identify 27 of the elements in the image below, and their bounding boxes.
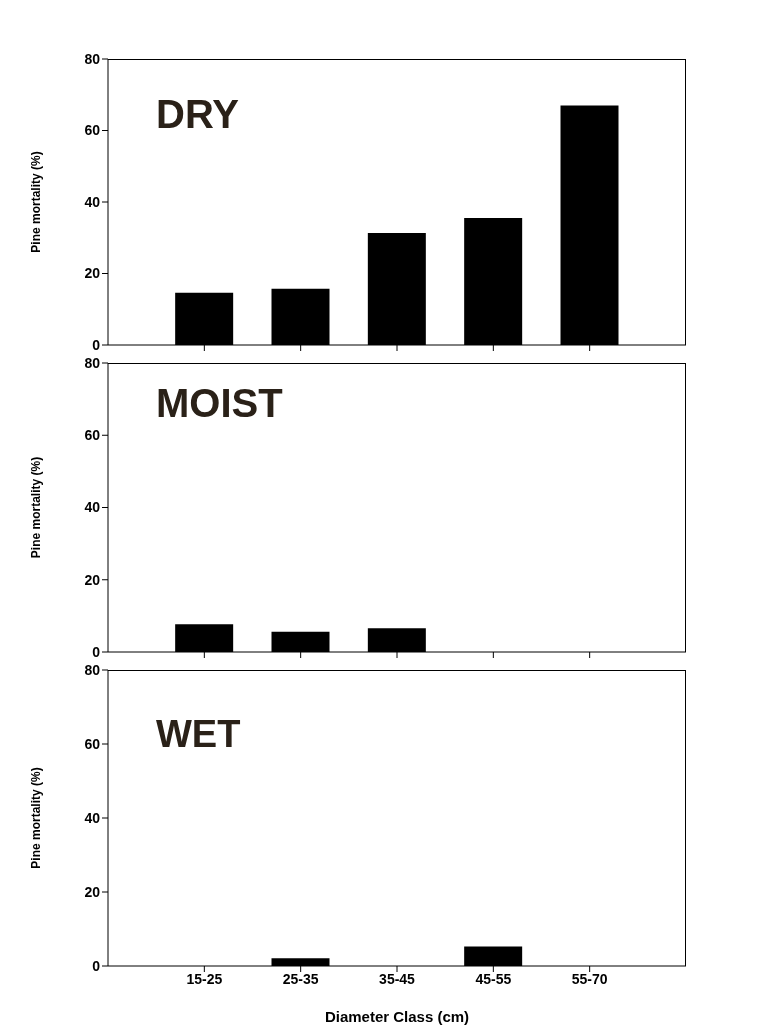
chart-title: MOIST bbox=[156, 381, 283, 425]
y-tick-label: 0 bbox=[92, 957, 101, 974]
x-tick-label: 55-70 bbox=[571, 970, 608, 987]
x-tick-label: 25-35 bbox=[282, 970, 319, 987]
y-tick-label: 60 bbox=[84, 122, 101, 139]
x-tick-label: 45-55 bbox=[475, 970, 512, 987]
y-axis-title: Pine mortality (%) bbox=[29, 151, 44, 253]
y-tick-label: 20 bbox=[84, 571, 101, 588]
y-tick-label: 80 bbox=[84, 661, 101, 678]
y-axis-title: Pine mortality (%) bbox=[29, 456, 44, 559]
x-axis-title: Diameter Class (cm) bbox=[324, 1008, 470, 1025]
x-tick-label: 35-45 bbox=[379, 970, 416, 987]
y-tick-label: 20 bbox=[84, 883, 101, 900]
y-tick-label: 80 bbox=[84, 354, 101, 371]
text: DRY bbox=[156, 92, 239, 136]
y-tick-label: 40 bbox=[84, 193, 101, 210]
x-tick-label: 15-25 bbox=[186, 970, 223, 987]
y-tick-label: 60 bbox=[84, 735, 101, 752]
y-axis-title: Pine mortality (%) bbox=[29, 767, 44, 869]
y-tick-label: 40 bbox=[84, 809, 101, 826]
y-tick-label: 40 bbox=[84, 499, 101, 516]
y-tick-label: 80 bbox=[84, 50, 101, 67]
y-tick-label: 20 bbox=[84, 265, 101, 282]
y-tick-label: 0 bbox=[92, 643, 101, 660]
y-tick-label: 60 bbox=[84, 427, 101, 444]
y-tick-label: 0 bbox=[92, 336, 101, 353]
text: WET bbox=[156, 713, 241, 755]
